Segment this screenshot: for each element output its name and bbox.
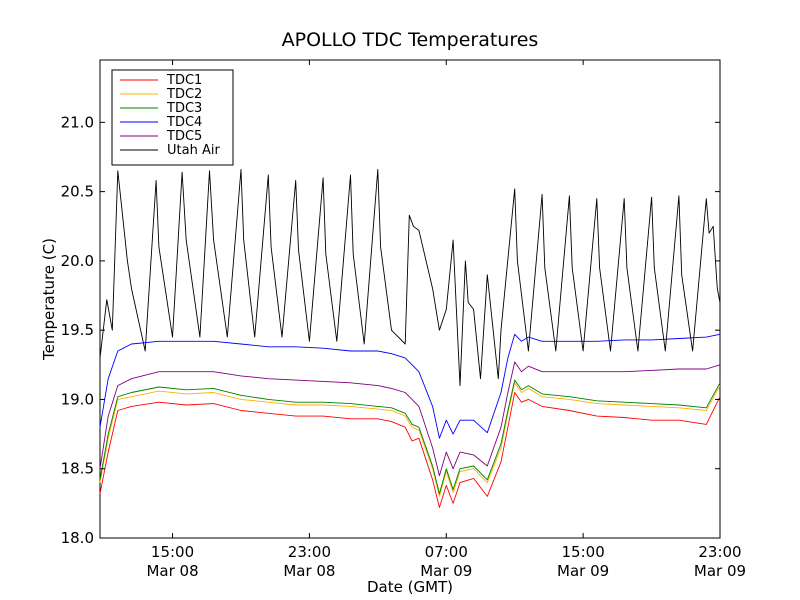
y-tick-label: 20.5: [61, 183, 94, 201]
series-line-utah-air: [99, 169, 721, 387]
legend-box: [111, 69, 234, 166]
series-line-tdc1: [99, 392, 721, 508]
x-tick-date-label: Mar 09: [694, 562, 746, 580]
y-tick-label: 19.5: [61, 321, 94, 339]
y-tick-label: 20.0: [61, 252, 94, 270]
legend-label: TDC4: [166, 115, 202, 130]
legend-label: TDC2: [166, 87, 202, 102]
y-axis-label: Temperature (C): [40, 238, 58, 361]
legend-label: TDC3: [166, 101, 202, 116]
chart-title: APOLLO TDC Temperatures: [282, 29, 539, 51]
x-axis-label: Date (GMT): [367, 578, 453, 596]
x-tick-date-label: Mar 09: [420, 562, 472, 580]
y-axis-ticks: 18.0 18.5 19.0 19.5 20.0 20.5 21.0: [61, 113, 720, 547]
y-tick-label: 21.0: [61, 113, 94, 131]
series-line-tdc2: [99, 382, 721, 497]
x-tick-date-label: Mar 08: [283, 562, 335, 580]
x-tick-date-label: Mar 09: [557, 562, 609, 580]
series-line-tdc5: [99, 361, 721, 477]
legend-label: TDC1: [166, 73, 202, 88]
legend-label: Utah Air: [167, 143, 220, 158]
x-tick-time-label: 23:00: [698, 543, 741, 561]
series-line-tdc3: [99, 379, 721, 495]
y-tick-label: 18.5: [61, 460, 94, 478]
y-tick-label: 18.0: [61, 529, 94, 547]
legend-label: TDC5: [166, 129, 202, 144]
x-tick-time-label: 23:00: [288, 543, 331, 561]
series-layer: [99, 169, 721, 508]
series-line-tdc4: [99, 333, 721, 439]
x-tick-time-label: 07:00: [425, 543, 468, 561]
x-tick-time-label: 15:00: [562, 543, 605, 561]
y-tick-label: 19.0: [61, 390, 94, 408]
x-tick-time-label: 15:00: [151, 543, 194, 561]
x-tick-date-label: Mar 08: [146, 562, 198, 580]
